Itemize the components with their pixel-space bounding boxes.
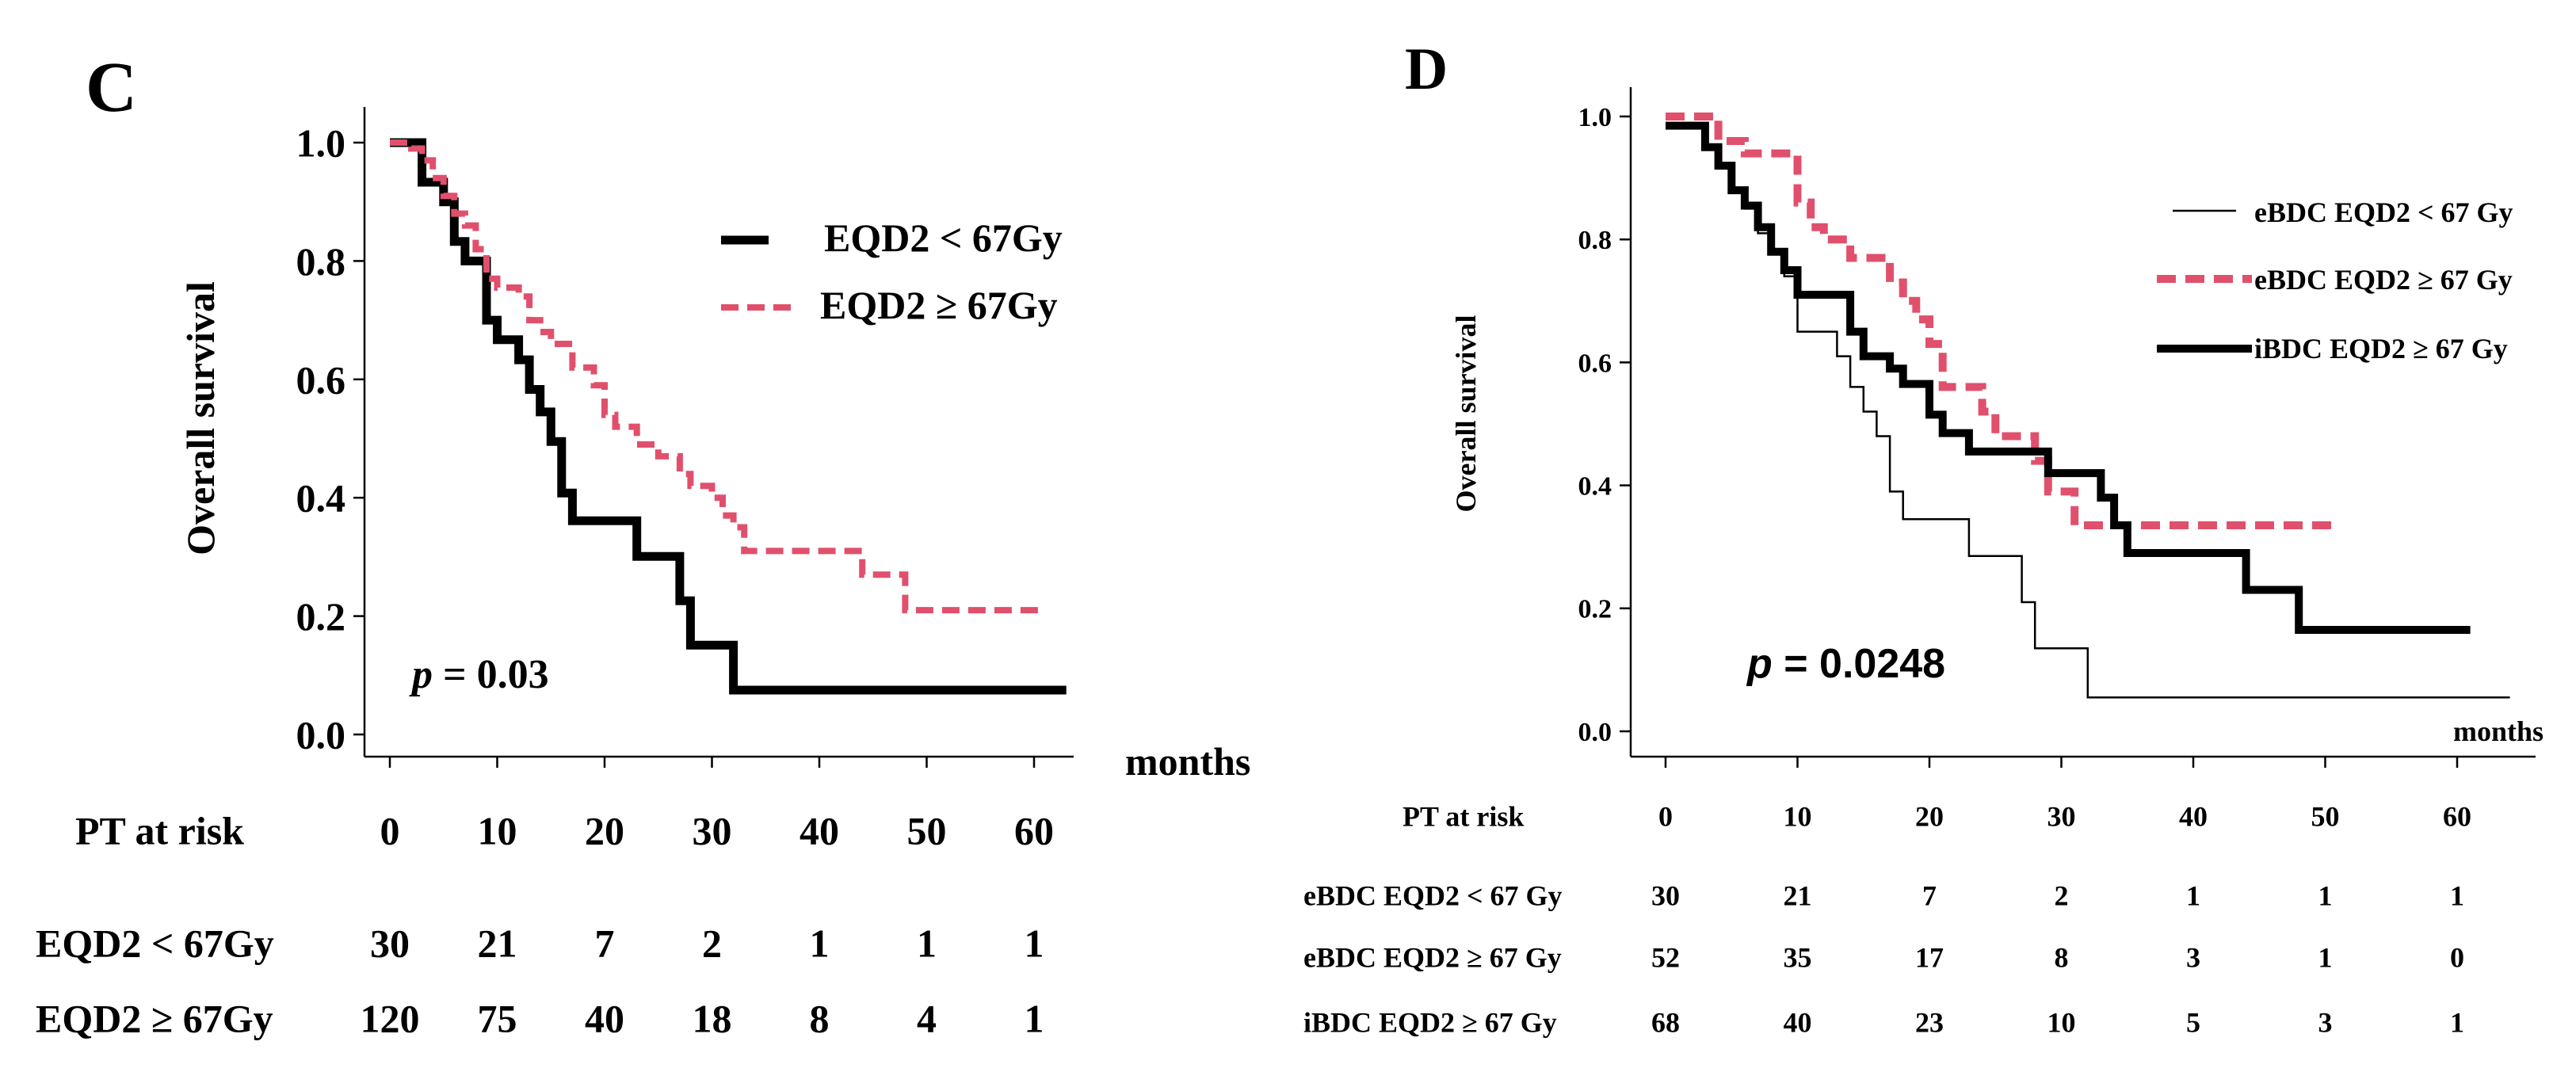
y-tick-label: 1.0 [1578,103,1612,132]
risk-value: 7 [595,921,615,966]
risk-value: 4 [917,997,937,1041]
x-tick-label: 10 [1784,801,1812,833]
risk-value: 1 [2450,880,2464,912]
risk-table-title: PT at risk [75,809,244,853]
x-tick-label: 10 [478,809,517,853]
risk-value: 2 [2055,880,2069,912]
risk-value: 1 [810,921,830,966]
x-tick-label: 20 [1915,801,1944,833]
x-tick-label: 40 [800,809,839,853]
x-tick-label: 20 [585,809,624,853]
legend-label-1: eBDC EQD2 < 67 Gy [2254,196,2513,228]
risk-value: 1 [917,921,937,966]
x-axis-label: months [1125,739,1250,784]
risk-value: 68 [1651,1007,1680,1039]
risk-value: 21 [1784,880,1812,912]
risk-value: 5 [2186,1007,2200,1039]
risk-row-label: EQD2 ≥ 67Gy [36,997,273,1041]
risk-value: 52 [1651,942,1680,974]
legend-label-2: EQD2 ≥ 67Gy [820,283,1058,327]
risk-value: 1 [1025,997,1044,1041]
risk-value: 7 [1922,880,1937,912]
p-value-number: = 0.0248 [1773,641,1945,687]
risk-value: 17 [1915,942,1944,974]
risk-value: 40 [585,997,624,1041]
risk-value: 3 [2318,1007,2333,1039]
x-tick-label: 30 [693,809,732,853]
y-axis-label: Overall survival [178,281,223,555]
risk-value: 1 [2450,1007,2464,1039]
risk-value: 2 [702,921,722,966]
risk-value: 18 [693,997,732,1041]
p-value: p = 0.03 [409,652,549,697]
y-tick-label: 0.4 [1578,472,1612,502]
risk-value: 35 [1784,942,1812,974]
survival-curve-3 [1666,121,2471,634]
risk-value: 23 [1915,1007,1944,1039]
y-tick-label: 0.2 [296,594,346,639]
y-tick-label: 0.6 [296,357,346,402]
risk-value: 0 [2450,942,2464,974]
y-tick-label: 0.6 [1578,349,1612,378]
risk-value: 1 [2318,942,2333,974]
x-tick-label: 0 [380,809,400,853]
risk-value: 120 [361,997,420,1041]
risk-value: 3 [2186,942,2200,974]
risk-value: 21 [478,921,517,966]
p-value: p = 0.0248 [1746,641,1945,687]
risk-row-label: EQD2 < 67Gy [36,921,274,966]
x-tick-label: 50 [2311,801,2340,833]
risk-value: 10 [2047,1007,2076,1039]
x-tick-label: 60 [1014,809,1054,853]
risk-value: 8 [810,997,830,1041]
risk-value: 30 [1651,880,1680,912]
y-tick-label: 0.8 [296,239,346,284]
x-axis-label: months [2453,715,2544,747]
y-tick-label: 1.0 [296,121,346,166]
risk-value: 1 [2318,880,2333,912]
risk-row-label: eBDC EQD2 < 67 Gy [1303,880,1563,912]
risk-value: 1 [1025,921,1044,966]
panel-letter: D [1405,36,1448,102]
x-tick-label: 40 [2179,801,2208,833]
y-tick-label: 0.0 [296,713,346,757]
survival-curve-1 [390,138,1067,695]
x-tick-label: 50 [907,809,947,853]
x-tick-label: 60 [2443,801,2471,833]
y-tick-label: 0.8 [1578,226,1612,255]
p-value-symbol: p [409,652,433,697]
panel-letter: C [86,48,137,127]
x-tick-label: 0 [1658,801,1673,833]
risk-value: 30 [370,921,410,966]
y-tick-label: 0.4 [296,476,346,521]
y-axis-label: Overall survival [1450,315,1482,513]
y-tick-label: 0.2 [1578,595,1612,624]
risk-value: 40 [1784,1007,1812,1039]
risk-table-title: PT at risk [1402,801,1524,833]
risk-value: 1 [2186,880,2200,912]
risk-row-label: eBDC EQD2 ≥ 67 Gy [1303,942,1562,974]
km-panel-d: D0.00.20.40.60.81.00 10 20 30 40 50 60Overall … [1303,36,2544,1039]
legend-label-3: iBDC EQD2 ≥ 67 Gy [2254,333,2508,364]
survival-curve-2 [1666,113,2339,529]
p-value-number: = 0.03 [433,652,549,697]
legend-label-1: EQD2 < 67Gy [824,216,1063,260]
risk-value: 75 [478,997,517,1041]
y-tick-label: 0.0 [1578,718,1612,747]
x-tick-label: 30 [2047,801,2076,833]
risk-value: 8 [2055,942,2069,974]
survival-curve-2 [390,139,1045,614]
p-value-symbol: p [1746,641,1773,687]
risk-row-label: iBDC EQD2 ≥ 67 Gy [1303,1007,1557,1039]
legend-label-2: eBDC EQD2 ≥ 67 Gy [2254,264,2513,296]
km-panel-c: C 0.0 0.2 0.4 0.6 0.8 1.0 0 10 20 30 40 50 60 Overall … [36,48,1250,1041]
